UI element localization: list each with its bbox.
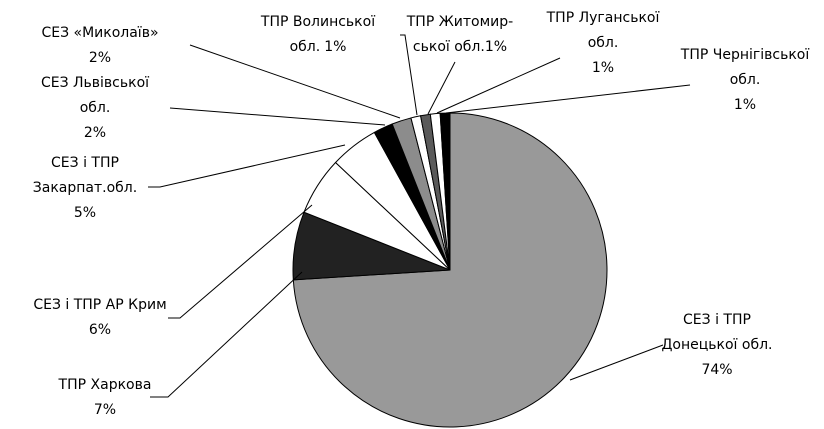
slice-label-text: обл. [290, 39, 321, 55]
slice-label-text: СЕЗ і ТПР [683, 312, 751, 328]
slice-label-text: ТПР Волинської [260, 14, 375, 30]
slice-label: СЕЗ і ТПР [51, 155, 119, 171]
slice-label: СЕЗ «Миколаїв» [41, 25, 158, 41]
value-label: 1% [485, 39, 507, 55]
slice-label: обл. [80, 100, 111, 116]
slice-label: ТПР Житомир- [406, 14, 513, 30]
slice-label: ТПР Волинської [260, 14, 375, 30]
value-label: 1% [324, 39, 346, 55]
slice-label: СЕЗ Львівської [41, 75, 149, 91]
value-label: 74% [701, 362, 732, 378]
slice-label-text: ТПР Луганської [546, 10, 660, 26]
slice-label-text: Закарпат.обл. [33, 180, 137, 196]
value-label: 2% [89, 50, 111, 66]
value-label: 7% [94, 402, 116, 418]
slice-label-text: ТПР Харкова [58, 377, 152, 393]
slice-label: ТПР Луганської [546, 10, 660, 26]
value-label: 6% [89, 322, 111, 338]
slice-label-text: обл. [80, 100, 111, 116]
leader-line [168, 204, 313, 319]
slice-label-text: СЕЗ і ТПР АР Крим [33, 297, 166, 313]
slice-label-text: ської обл. [413, 39, 485, 55]
value-label: 2% [84, 125, 106, 141]
leader-line [150, 271, 303, 398]
leader-line [189, 44, 401, 119]
leader-line [427, 61, 456, 115]
slice-label-text: обл. [588, 35, 619, 51]
leader-line [445, 84, 691, 114]
slice-label: СЕЗ і ТПР [683, 312, 751, 328]
slice-label: ТПР Чернігівської [680, 47, 810, 63]
slice-label: Закарпат.обл. [33, 180, 137, 196]
slice-label: Донецької обл. [661, 337, 772, 353]
value-label: 1% [592, 60, 614, 76]
slice-label: СЕЗ і ТПР АР Крим [33, 297, 166, 313]
slice-label: ТПР Харкова [58, 377, 152, 393]
slice-label: обл. 1% [290, 39, 347, 55]
slice-label-text: СЕЗ і ТПР [51, 155, 119, 171]
leader-line [436, 57, 561, 114]
slice-label: ської обл.1% [413, 39, 507, 55]
leader-line [148, 144, 346, 188]
leader-line [569, 344, 664, 381]
leader-line [400, 34, 418, 116]
slice-label-text: СЕЗ Львівської [41, 75, 149, 91]
slice-label: обл. [730, 72, 761, 88]
slice-label: обл. [588, 35, 619, 51]
value-label: 1% [734, 97, 756, 113]
slice-label-text: СЕЗ «Миколаїв» [41, 25, 158, 41]
value-label: 5% [74, 205, 96, 221]
slice-label-text: обл. [730, 72, 761, 88]
slice-label-text: ТПР Житомир- [406, 14, 513, 30]
slice-label-text: ТПР Чернігівської [680, 47, 810, 63]
leader-line [169, 107, 386, 126]
slice-label-text: Донецької обл. [661, 337, 772, 353]
